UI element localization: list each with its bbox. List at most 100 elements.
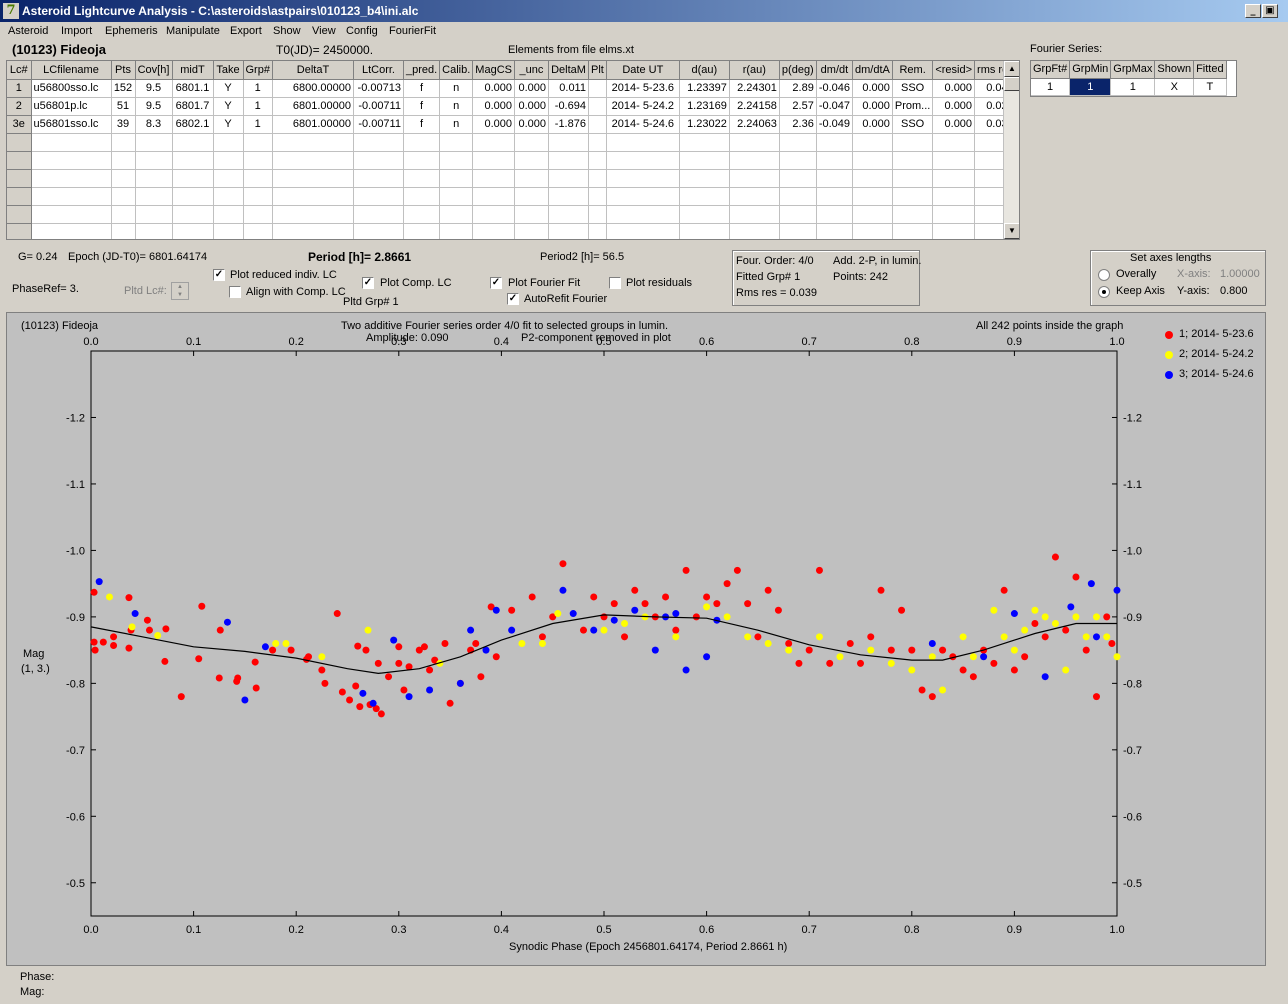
table-cell[interactable]: 8.3 [135,115,173,134]
table-cell[interactable]: 1 [7,79,32,98]
fourier-cell[interactable]: 1 [1069,78,1112,96]
table-cell[interactable] [7,223,32,239]
table-cell[interactable] [7,187,32,206]
table-cell[interactable] [135,205,173,224]
table-cell[interactable] [213,205,244,224]
table-cell[interactable] [729,205,780,224]
table-cell[interactable]: SSO [892,79,934,98]
table-cell[interactable] [852,133,893,152]
table-cell[interactable] [932,169,976,188]
table-cell[interactable] [31,187,112,206]
table-cell[interactable] [243,187,273,206]
table-cell[interactable] [852,187,893,206]
empty-row[interactable] [7,223,1017,239]
fourier-cell[interactable]: T [1193,78,1227,96]
table-cell[interactable] [606,133,680,152]
table-cell[interactable] [111,205,136,224]
table-cell[interactable] [472,133,515,152]
table-cell[interactable] [729,223,780,239]
table-cell[interactable] [172,223,214,239]
table-cell[interactable] [272,151,354,170]
table-cell[interactable] [816,133,854,152]
table-cell[interactable]: 2.24301 [729,79,780,98]
table-cell[interactable]: 2.24158 [729,97,780,116]
table-cell[interactable] [172,169,214,188]
table-cell[interactable] [588,187,607,206]
column-header[interactable]: LCfilename [31,61,112,80]
empty-row[interactable] [7,151,1017,170]
table-cell[interactable]: 9.5 [135,79,173,98]
table-cell[interactable] [111,187,136,206]
table-cell[interactable] [135,223,173,239]
table-cell[interactable] [514,133,549,152]
table-cell[interactable] [852,223,893,239]
table-cell[interactable]: 0.000 [932,79,976,98]
table-cell[interactable] [111,133,136,152]
table-cell[interactable] [353,169,404,188]
table-cell[interactable] [353,205,404,224]
table-cell[interactable]: 0.000 [932,115,976,134]
table-cell[interactable]: Y [213,97,244,116]
table-cell[interactable] [932,205,976,224]
table-cell[interactable] [472,151,515,170]
menu-fourierfit[interactable]: FourierFit [389,25,437,37]
pltd-lc-spinner[interactable]: ▲ ▼ [171,282,189,300]
table-cell[interactable]: 0.011 [548,79,589,98]
keep-axis-radio[interactable] [1098,286,1110,298]
table-cell[interactable] [213,187,244,206]
column-header[interactable]: Grp# [243,61,273,80]
table-cell[interactable] [548,133,589,152]
table-cell[interactable] [172,187,214,206]
table-cell[interactable]: -0.049 [816,115,854,134]
table-cell[interactable]: Y [213,79,244,98]
column-header[interactable]: Plt [588,61,607,80]
table-cell[interactable]: 6801.7 [172,97,214,116]
table-cell[interactable] [213,169,244,188]
table-cell[interactable] [135,151,173,170]
table-cell[interactable] [111,151,136,170]
menu-config[interactable]: Config [346,25,378,37]
table-cell[interactable]: -0.046 [816,79,854,98]
plot-comp-checkbox[interactable]: ✓ [362,277,374,289]
table-cell[interactable] [403,151,441,170]
table-cell[interactable] [472,205,515,224]
table-cell[interactable] [588,133,607,152]
table-cell[interactable]: Prom... [892,97,934,116]
table-cell[interactable] [353,133,404,152]
table-cell[interactable] [588,223,607,239]
table-cell[interactable]: u56800sso.lc [31,79,112,98]
column-header[interactable]: Rem. [892,61,934,80]
table-cell[interactable] [111,169,136,188]
table-cell[interactable] [403,205,441,224]
table-cell[interactable] [272,133,354,152]
table-cell[interactable] [272,223,354,239]
table-cell[interactable] [816,169,854,188]
table-cell[interactable]: 0.000 [514,79,549,98]
table-cell[interactable]: 6802.1 [172,115,214,134]
table-cell[interactable] [548,223,589,239]
column-header[interactable]: LtCorr. [353,61,404,80]
table-cell[interactable] [852,169,893,188]
menu-view[interactable]: View [312,25,336,37]
column-header[interactable]: dm/dt [816,61,854,80]
column-header[interactable]: <resid> [932,61,976,80]
table-cell[interactable] [172,133,214,152]
table-cell[interactable] [892,169,934,188]
table-cell[interactable] [111,223,136,239]
table-cell[interactable] [932,187,976,206]
table-cell[interactable] [403,223,441,239]
table-cell[interactable] [172,151,214,170]
column-header[interactable]: DeltaM [548,61,589,80]
column-header[interactable]: MagCS [472,61,515,80]
column-header[interactable]: _pred. [403,61,441,80]
table-cell[interactable] [31,223,112,239]
table-cell[interactable] [679,151,730,170]
menu-import[interactable]: Import [61,25,93,37]
table-cell[interactable]: u56801p.lc [31,97,112,116]
period2-value[interactable]: Period2 [h]= 56.5 [540,251,625,263]
table-cell[interactable] [403,169,441,188]
table-cell[interactable] [31,151,112,170]
table-cell[interactable] [679,223,730,239]
minimize-button[interactable]: _ [1245,4,1261,18]
